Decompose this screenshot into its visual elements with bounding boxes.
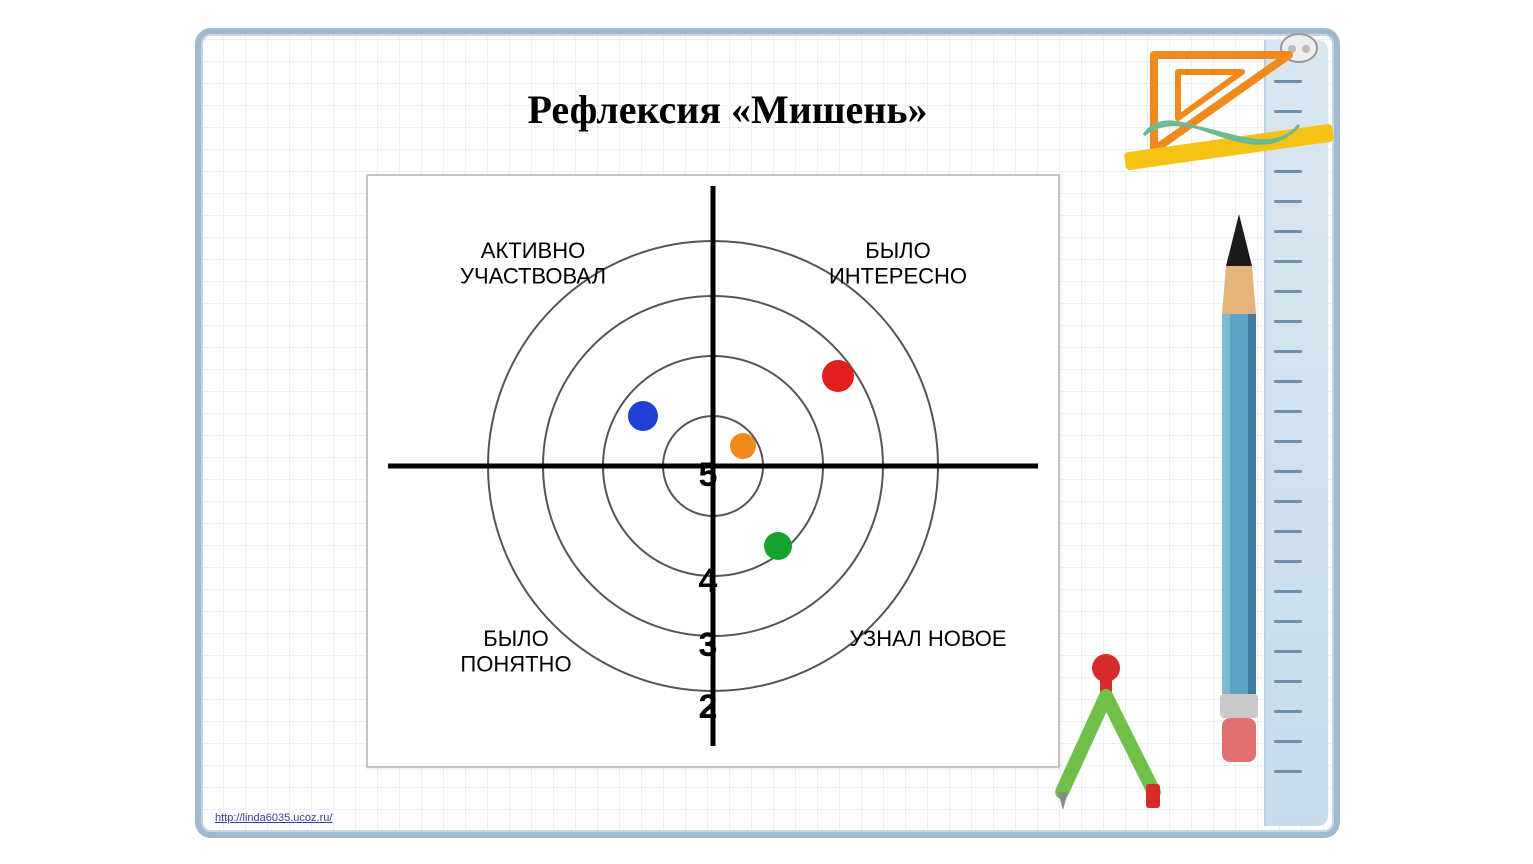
page-title: Рефлексия «Мишень»	[201, 86, 1254, 133]
ruler-tick	[1274, 200, 1302, 203]
ruler-tick	[1274, 410, 1302, 413]
ruler-tick	[1274, 770, 1302, 773]
ruler-tick	[1274, 650, 1302, 653]
ring-score-label: 4	[699, 562, 718, 600]
ruler-tick	[1274, 560, 1302, 563]
footer-link[interactable]: http://linda6035.ucoz.ru/	[215, 812, 332, 824]
ruler-tick	[1274, 710, 1302, 713]
target-diagram: 5432АКТИВНОУЧАСТВОВАЛБЫЛОИНТЕРЕСНОБЫЛОПО…	[366, 174, 1060, 768]
quadrant-label: АКТИВНОУЧАСТВОВАЛ	[460, 238, 606, 288]
ruler-tick	[1274, 380, 1302, 383]
ruler-tick	[1274, 590, 1302, 593]
geometry-tools-icon	[1114, 30, 1344, 200]
ring-score-label: 5	[699, 456, 718, 494]
data-point-red	[822, 360, 854, 392]
ruler-tick	[1274, 680, 1302, 683]
ring-score-label: 2	[699, 688, 718, 726]
quadrant-label: УЗНАЛ НОВОЕ	[849, 626, 1006, 651]
ruler-tick	[1274, 470, 1302, 473]
ruler-tick	[1274, 230, 1302, 233]
data-point-orange	[730, 433, 756, 459]
ruler-tick	[1274, 320, 1302, 323]
ruler-tick	[1274, 440, 1302, 443]
ruler-tick	[1274, 500, 1302, 503]
target-svg: 5432АКТИВНОУЧАСТВОВАЛБЫЛОИНТЕРЕСНОБЫЛОПО…	[368, 176, 1058, 766]
ruler-tick	[1274, 740, 1302, 743]
slide-frame: Рефлексия «Мишень» 5 4 3 2 АКТИВНОУЧАСТВОВАЛ…	[195, 28, 1340, 838]
pencil-icon	[1216, 214, 1262, 774]
data-point-green	[764, 532, 792, 560]
compass-icon	[1034, 642, 1184, 812]
data-point-blue	[628, 401, 658, 431]
ruler-tick	[1274, 350, 1302, 353]
ruler-tick	[1274, 260, 1302, 263]
ring-score-label: 3	[699, 626, 718, 664]
ruler-tick	[1274, 290, 1302, 293]
ruler-tick	[1274, 620, 1302, 623]
ruler-tick	[1274, 530, 1302, 533]
